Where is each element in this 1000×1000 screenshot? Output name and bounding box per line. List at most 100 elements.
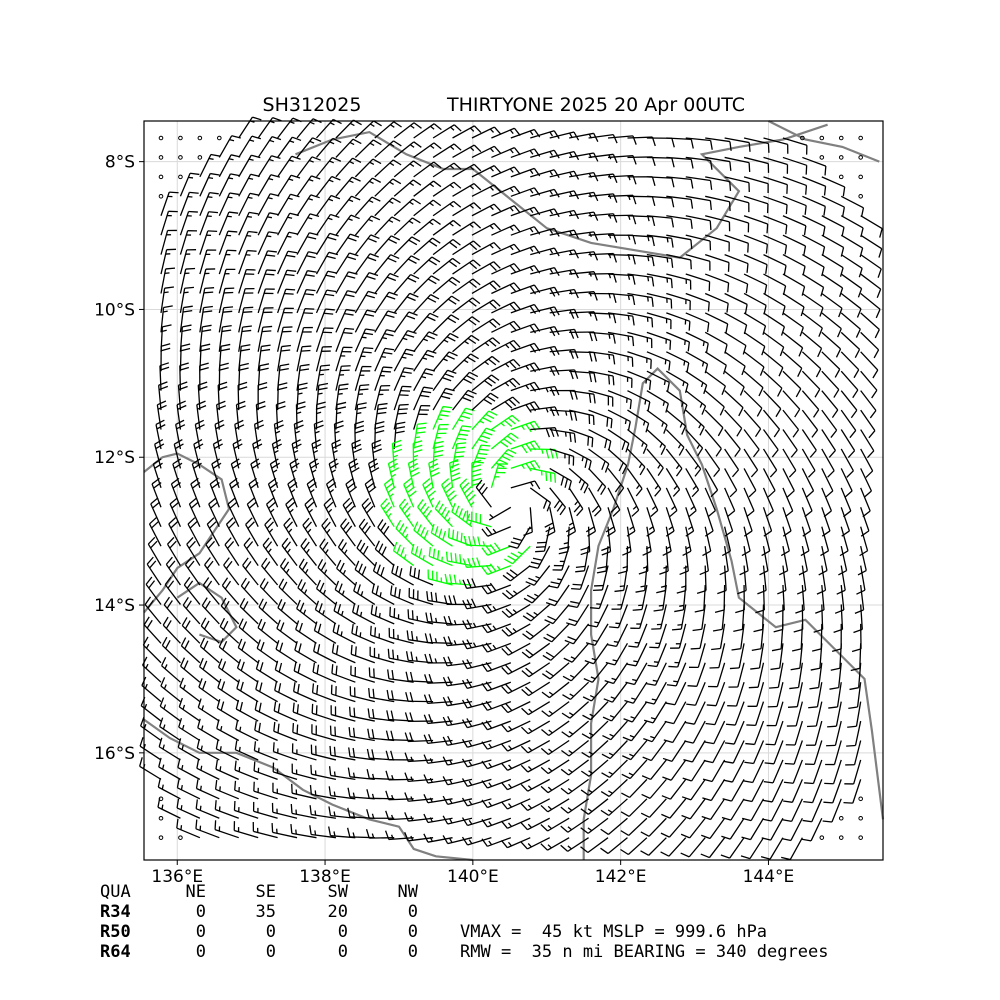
wind-barb — [628, 623, 648, 648]
wind-barb — [625, 662, 648, 686]
wind-barb — [383, 477, 396, 508]
wind-barb — [607, 253, 636, 265]
wind-barb — [452, 334, 480, 353]
wind-barb — [627, 390, 651, 412]
wind-barb — [323, 497, 337, 528]
wind-barb — [815, 584, 825, 614]
wind-barb — [257, 325, 273, 352]
wind-barb — [491, 301, 521, 314]
wind-barb — [782, 409, 800, 438]
wind-barb — [549, 150, 580, 161]
calm-marker — [158, 155, 164, 160]
wind-barb — [233, 821, 259, 839]
wind-barb — [333, 420, 344, 450]
wind-barb — [646, 156, 675, 168]
wind-barb — [600, 837, 628, 855]
wind-barb — [642, 740, 667, 762]
wind-barb — [588, 390, 614, 407]
wind-barb — [407, 458, 420, 488]
wind-barb — [223, 557, 240, 586]
wind-barb — [571, 565, 590, 590]
wind-barb — [177, 738, 201, 761]
wind-barb — [256, 639, 278, 664]
wind-barb — [432, 143, 462, 158]
wind-barb — [704, 448, 721, 478]
calm-marker — [197, 135, 203, 141]
wind-barb — [646, 351, 671, 371]
wind-barb — [753, 604, 765, 633]
wind-barb — [621, 778, 648, 799]
wind-barb — [471, 410, 498, 430]
wind-barb — [368, 667, 395, 683]
wind-barb — [413, 386, 433, 411]
wind-barb — [452, 316, 480, 333]
calm-marker — [178, 835, 183, 840]
wind-barb — [805, 720, 823, 746]
wind-barb — [406, 630, 434, 644]
wind-barb — [152, 458, 163, 489]
wind-barb — [380, 498, 395, 528]
wind-barb — [405, 651, 434, 664]
wind-barb — [646, 409, 668, 434]
wind-barb — [374, 121, 402, 139]
wind-barb — [194, 419, 205, 450]
wind-barb — [704, 253, 730, 272]
wind-barb — [522, 603, 551, 622]
calm-marker — [838, 155, 844, 160]
wind-barb — [261, 557, 279, 586]
wind-barb — [626, 487, 640, 517]
wind-barb — [690, 623, 706, 650]
wind-barb — [491, 224, 521, 236]
wind-barb — [271, 823, 298, 839]
wind-barb — [490, 463, 508, 489]
wind-barb — [782, 487, 794, 518]
wind-barb — [340, 518, 356, 547]
wind-barb — [840, 254, 863, 278]
wind-barb — [276, 619, 298, 644]
wind-barb — [510, 459, 541, 472]
wind-barb — [273, 419, 284, 450]
wind-barb — [269, 458, 280, 489]
wind-barb — [393, 255, 420, 275]
wind-barb — [273, 701, 298, 722]
wind-barb — [275, 401, 286, 430]
wind-barb — [199, 343, 211, 372]
y-tick-label: 16°S — [94, 744, 135, 764]
wind-barb — [481, 778, 512, 789]
wind-barb — [724, 370, 745, 396]
wind-barb — [816, 565, 827, 595]
x-tick-label: 140°E — [447, 867, 499, 887]
wind-barb — [395, 519, 415, 547]
wind-barb — [333, 601, 356, 625]
wind-barb — [802, 798, 823, 823]
wind-barb — [262, 537, 279, 566]
wind-barb — [385, 770, 414, 781]
wind-barb — [848, 682, 862, 709]
wind-barb — [491, 396, 521, 411]
wind-barb — [704, 292, 729, 313]
wind-barb — [549, 409, 578, 421]
wind-barb — [782, 215, 807, 236]
wind-barb — [459, 478, 476, 508]
wind-barb — [176, 798, 201, 819]
wind-barb — [471, 459, 482, 488]
wind-barb — [162, 616, 181, 644]
wind-barb — [646, 253, 674, 268]
wind-barb — [784, 740, 803, 765]
wind-barb — [390, 585, 414, 606]
wind-barb — [560, 798, 589, 814]
wind-barb — [724, 331, 747, 355]
wind-barb — [761, 526, 771, 557]
wind-barb — [802, 254, 825, 277]
wind-barb — [275, 640, 298, 664]
calm-marker — [158, 194, 164, 199]
wind-barb — [607, 487, 621, 517]
row-label: R64 — [100, 942, 131, 962]
wind-barb — [265, 497, 279, 527]
calm-marker — [858, 174, 863, 180]
wind-barb — [702, 779, 726, 802]
wind-barb — [377, 519, 395, 547]
wind-barb — [782, 176, 808, 195]
wind-barb — [530, 286, 560, 297]
wind-barb — [409, 566, 434, 586]
